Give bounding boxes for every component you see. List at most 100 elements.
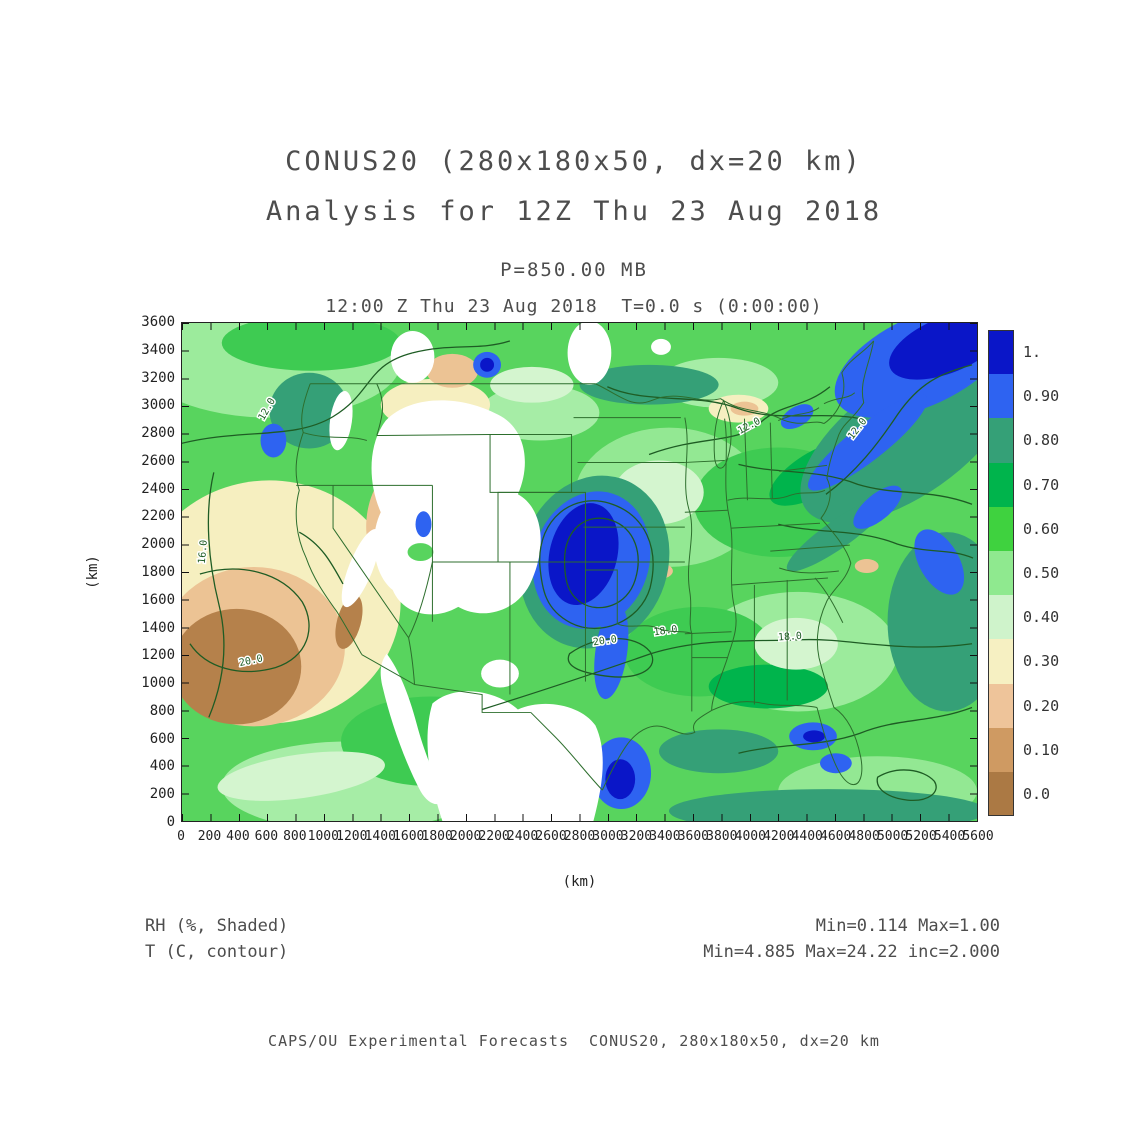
colorbar-value-label: 0.90	[1023, 387, 1060, 406]
y-tick-label: 800	[149, 702, 175, 719]
x-tick-label: 800	[283, 829, 307, 844]
colorbar-swatch	[988, 418, 1014, 463]
x-tick-label: 4000	[734, 829, 766, 844]
colorbar-row: 0.90	[988, 374, 1098, 419]
contour-label: 18.0	[653, 624, 678, 638]
footer-credit: CAPS/OU Experimental Forecasts CONUS20, …	[268, 1032, 880, 1050]
y-tick-label: 2000	[141, 536, 175, 553]
contour-field-label: T (C, contour)	[145, 942, 289, 962]
x-tick-label: 2000	[449, 829, 482, 844]
x-tick-label: 4400	[791, 829, 823, 844]
y-tick-label: 2400	[141, 480, 175, 497]
colorbar-swatch	[988, 462, 1014, 507]
colorbar: 1. 0.90 0.80 0.70 0.60 0.50 0.40	[988, 330, 1098, 817]
y-axis-tick-labels: 3600 3400 3200 3000 2800 2600 2400 2200 2000 1800…	[118, 314, 175, 830]
y-tick-label: 1200	[141, 647, 175, 664]
x-tick-label: 1600	[393, 829, 425, 844]
plot-title-line2: Analysis for 12Z Thu 23 Aug 2018	[265, 196, 883, 227]
colorbar-row: 0.30	[988, 639, 1098, 684]
y-tick-label: 0	[166, 814, 175, 830]
x-axis-tick-labels: 0 200 400 600 800 1000 1200 1400 1600 1800 2000 220…	[177, 829, 994, 847]
colorbar-value-label: 0.50	[1023, 564, 1060, 583]
x-tick-label: 1200	[336, 829, 368, 844]
x-tick-label: 400	[226, 829, 250, 844]
x-axis-label: (km)	[562, 874, 597, 890]
colorbar-value-label: 0.20	[1023, 696, 1060, 715]
colorbar-swatch	[988, 683, 1014, 728]
x-tick-label: 2200	[478, 829, 510, 844]
colorbar-row: 0.70	[988, 462, 1098, 507]
y-tick-label: 200	[149, 786, 175, 803]
y-tick-label: 3600	[141, 314, 175, 330]
colorbar-value-label: 0.40	[1023, 608, 1060, 627]
colorbar-value-label: 0.60	[1023, 519, 1060, 538]
colorbar-value-label: 0.70	[1023, 475, 1060, 494]
y-tick-label: 2200	[141, 508, 175, 525]
y-tick-label: 2800	[141, 425, 175, 442]
x-tick-label: 4200	[763, 829, 795, 844]
contour-label: 18.0	[778, 631, 803, 644]
colorbar-swatch	[988, 727, 1014, 772]
y-tick-label: 1000	[141, 675, 175, 692]
map-plot-area: 12.0 12.0 12.0 16.0 20.0 20.0 18.0 18.0	[181, 322, 978, 822]
colorbar-swatch	[988, 374, 1014, 419]
colorbar-swatch	[988, 506, 1014, 551]
x-tick-label: 1400	[364, 829, 396, 844]
colorbar-row: 0.80	[988, 418, 1098, 463]
x-tick-label: 4800	[848, 829, 880, 844]
colorbar-row: 0.20	[988, 683, 1098, 728]
x-tick-label: 0	[177, 829, 185, 844]
shaded-field-label: RH (%, Shaded)	[145, 916, 289, 936]
colorbar-row: 0.10	[988, 727, 1098, 772]
pressure-level-label: P=850.00 MB	[500, 259, 648, 281]
y-axis-label: (km)	[84, 555, 101, 589]
y-axis-ticks-right	[970, 323, 977, 821]
x-tick-label: 3000	[592, 829, 624, 844]
x-tick-label: 600	[254, 829, 279, 844]
valid-time-label: 12:00 Z Thu 23 Aug 2018 T=0.0 s (0:00:00…	[325, 296, 823, 317]
colorbar-value-label: 0.30	[1023, 652, 1060, 671]
contour-label: 20.0	[592, 634, 617, 648]
shaded-field-stats: Min=0.114 Max=1.00	[815, 916, 1000, 936]
x-tick-label: 3600	[677, 829, 709, 844]
plot-title-line1: CONUS20 (280x180x50, dx=20 km)	[285, 146, 863, 177]
y-tick-label: 3200	[141, 369, 175, 386]
x-tick-label: 2600	[535, 829, 567, 844]
x-tick-label: 2800	[563, 829, 596, 844]
colorbar-row: 0.60	[988, 506, 1098, 551]
y-tick-label: 3000	[141, 397, 175, 414]
x-tick-label: 3200	[620, 829, 653, 844]
x-axis-ticks-bottom	[182, 814, 977, 821]
y-axis-ticks-left	[182, 323, 189, 821]
x-tick-label: 5200	[905, 829, 937, 844]
colorbar-row: 1.	[988, 330, 1098, 375]
colorbar-swatch	[988, 771, 1014, 817]
y-tick-label: 400	[149, 758, 175, 775]
colorbar-value-label: 0.80	[1023, 431, 1060, 450]
colorbar-row: 0.0	[988, 771, 1098, 817]
y-tick-label: 1800	[141, 564, 175, 580]
x-tick-label: 5400	[933, 829, 966, 844]
state-borders-layer	[295, 340, 875, 791]
colorbar-row: 0.50	[988, 550, 1098, 596]
temperature-contour-layer	[182, 340, 974, 801]
colorbar-swatch	[988, 595, 1014, 640]
map-svg: 12.0 12.0 12.0 16.0 20.0 20.0 18.0 18.0	[182, 323, 977, 821]
x-tick-label: 2400	[506, 829, 539, 844]
x-tick-label: 5000	[876, 829, 909, 844]
x-tick-label: 1800	[421, 829, 453, 844]
colorbar-value-label: 1.	[1023, 343, 1042, 362]
x-tick-label: 4600	[820, 829, 852, 844]
x-tick-label: 1000	[307, 829, 339, 844]
contour-label: 16.0	[197, 539, 210, 564]
shading-detail-layer	[407, 511, 434, 562]
colorbar-swatch	[988, 639, 1014, 684]
x-tick-label: 3400	[649, 829, 681, 844]
x-tick-label: 200	[197, 829, 222, 844]
colorbar-rows: 1. 0.90 0.80 0.70 0.60 0.50 0.40	[988, 330, 1098, 817]
y-tick-label: 3400	[141, 341, 175, 358]
y-tick-label: 600	[149, 730, 175, 747]
colorbar-value-label: 0.0	[1023, 784, 1051, 803]
y-tick-label: 1600	[141, 591, 175, 608]
